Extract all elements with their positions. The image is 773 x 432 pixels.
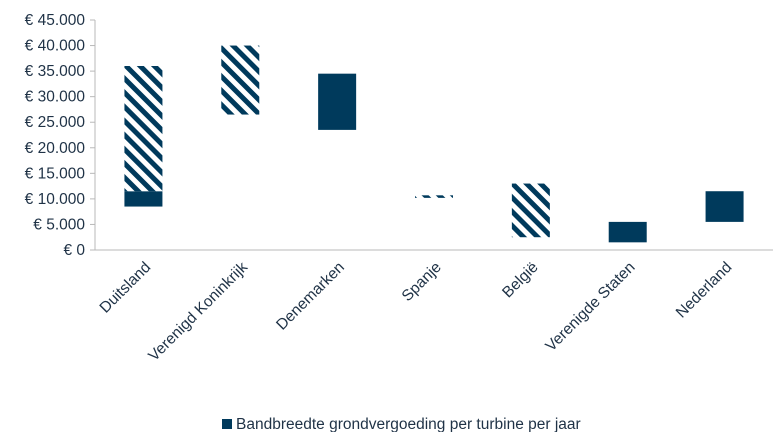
y-tick-label: € 40.000: [25, 38, 86, 55]
hatched-bar: [415, 195, 453, 198]
hatched-bar: [221, 45, 260, 115]
x-tick-label: Verenigde Staten: [542, 259, 638, 355]
y-tick-label: € 0: [63, 242, 85, 259]
hatched-bar: [124, 66, 163, 192]
legend: Bandbreedte grondvergoeding per turbine …: [222, 416, 581, 432]
y-axis: € 0 € 5.000 € 10.000 € 15.000 € 20.000 € 25.0…: [25, 12, 96, 259]
y-tick-label: € 10.000: [25, 191, 86, 208]
legend-swatch: [222, 419, 232, 429]
solid-bar: [608, 221, 647, 243]
y-tick-label: € 25.000: [25, 114, 86, 131]
x-tick-label: Verenigd Koninkrijk: [145, 259, 251, 365]
y-tick-label: € 35.000: [25, 63, 86, 80]
x-tick-label: Duitsland: [97, 259, 155, 317]
x-tick-label: Nederland: [673, 259, 736, 322]
y-tick-label: € 45.000: [25, 12, 86, 29]
y-tick-label: € 30.000: [25, 89, 86, 106]
x-tick-label: België: [499, 259, 541, 301]
solid-bar: [124, 191, 163, 207]
legend-label: Bandbreedte grondvergoeding per turbine …: [236, 416, 581, 432]
y-tick-label: € 15.000: [25, 165, 86, 182]
y-tick-label: € 20.000: [25, 140, 86, 157]
y-tick-label: € 5.000: [33, 216, 85, 233]
hatched-bar: [511, 183, 550, 238]
solid-bar: [318, 73, 357, 130]
bars: [124, 45, 744, 243]
x-tick-label: Spanje: [399, 259, 445, 305]
x-tick-label: Denemarken: [273, 259, 348, 334]
solid-bar: [705, 191, 744, 222]
